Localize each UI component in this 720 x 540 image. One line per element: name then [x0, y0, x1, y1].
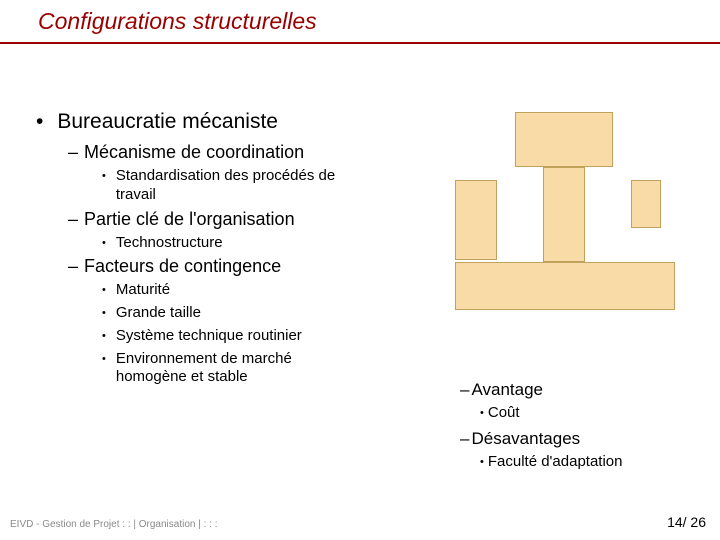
item-text: Coût — [488, 404, 520, 421]
bullet-icon: • — [102, 353, 106, 367]
org-structure-diagram — [455, 112, 675, 312]
item-text: Faculté d'adaptation — [488, 453, 623, 470]
bullet-icon: • — [102, 307, 106, 321]
item-text: Standardisation des procédés de travail — [116, 167, 336, 205]
right-section-item: • Faculté d'adaptation — [480, 453, 710, 470]
main-content: • Bureaucratie mécaniste – Mécanisme de … — [30, 110, 430, 391]
diagram-shape — [631, 180, 661, 228]
section-item: • Système technique routinier — [102, 327, 430, 346]
section-heading: – Partie clé de l'organisation — [68, 209, 430, 230]
bullet-icon: • — [36, 110, 43, 134]
section-item: • Maturité — [102, 281, 430, 300]
right-section-label: Désavantages — [471, 429, 580, 449]
item-text: Système technique routinier — [116, 327, 302, 346]
section-item: • Grande taille — [102, 304, 430, 323]
main-heading: • Bureaucratie mécaniste — [30, 110, 430, 134]
section-label: Mécanisme de coordination — [84, 142, 304, 163]
bullet-icon: • — [102, 170, 106, 184]
bullet-icon: • — [480, 407, 484, 419]
diagram-shape — [543, 167, 585, 262]
item-text: Maturité — [116, 281, 170, 300]
section-heading: – Mécanisme de coordination — [68, 142, 430, 163]
diagram-shape — [515, 112, 613, 167]
diagram-shape — [455, 180, 497, 260]
page-current: 14 — [667, 514, 683, 530]
main-heading-text: Bureaucratie mécaniste — [57, 110, 278, 134]
dash-icon: – — [68, 142, 78, 163]
diagram-shape — [455, 262, 675, 310]
section-label: Partie clé de l'organisation — [84, 209, 295, 230]
right-section-heading: – Avantage — [460, 380, 710, 400]
dash-icon: – — [68, 209, 78, 230]
page-total: 26 — [690, 514, 706, 530]
section-item: • Technostructure — [102, 234, 430, 253]
bullet-icon: • — [102, 330, 106, 344]
section-item: • Standardisation des procédés de travai… — [102, 167, 430, 205]
section-item: • Environnement de marché homogène et st… — [102, 350, 430, 388]
section-heading: – Facteurs de contingence — [68, 256, 430, 277]
dash-icon: – — [460, 429, 469, 449]
bullet-icon: • — [480, 456, 484, 468]
right-section-heading: – Désavantages — [460, 429, 710, 449]
right-section-item: • Coût — [480, 404, 710, 421]
item-text: Environnement de marché homogène et stab… — [116, 350, 336, 388]
dash-icon: – — [460, 380, 469, 400]
section-label: Facteurs de contingence — [84, 256, 281, 277]
footer-page-number: 14/ 26 — [667, 514, 706, 530]
item-text: Technostructure — [116, 234, 223, 253]
bullet-icon: • — [102, 237, 106, 251]
bullet-icon: • — [102, 284, 106, 298]
slide-title: Configurations structurelles — [38, 8, 317, 35]
right-content: – Avantage • Coût – Désavantages • Facul… — [460, 380, 710, 478]
footer-left: EIVD - Gestion de Projet : : | Organisat… — [10, 519, 218, 530]
right-section-label: Avantage — [471, 380, 543, 400]
item-text: Grande taille — [116, 304, 201, 323]
title-bar: Configurations structurelles — [0, 0, 720, 44]
dash-icon: – — [68, 256, 78, 277]
